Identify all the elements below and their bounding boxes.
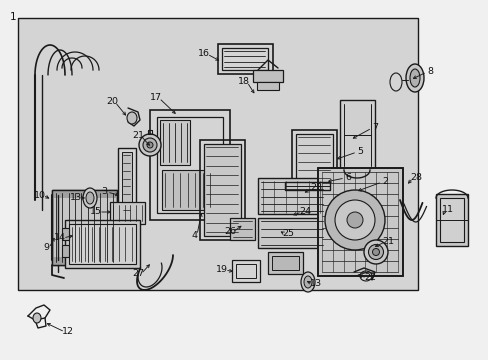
Text: 6: 6 bbox=[345, 174, 350, 183]
Ellipse shape bbox=[405, 64, 423, 92]
Text: 19: 19 bbox=[216, 266, 227, 274]
Bar bbox=[62, 228, 69, 240]
Text: 14: 14 bbox=[54, 234, 66, 243]
Text: 26: 26 bbox=[224, 228, 236, 237]
Bar bbox=[435, 194, 467, 246]
Bar bbox=[439, 198, 463, 242]
Bar bbox=[157, 117, 223, 213]
Bar bbox=[65, 220, 140, 268]
Text: 3: 3 bbox=[101, 188, 107, 197]
Bar bbox=[62, 245, 69, 257]
Bar bbox=[160, 120, 190, 165]
Text: 4: 4 bbox=[191, 230, 197, 239]
Text: 13: 13 bbox=[309, 279, 322, 288]
Text: 24: 24 bbox=[298, 207, 310, 216]
Text: 12: 12 bbox=[62, 328, 74, 337]
Ellipse shape bbox=[127, 112, 137, 124]
Ellipse shape bbox=[372, 248, 379, 256]
Bar bbox=[295, 134, 332, 181]
Ellipse shape bbox=[83, 188, 97, 208]
Text: 17: 17 bbox=[150, 94, 162, 103]
Bar bbox=[271, 256, 298, 270]
Bar bbox=[258, 218, 325, 248]
Ellipse shape bbox=[368, 244, 383, 260]
Bar bbox=[231, 260, 260, 282]
Bar bbox=[339, 100, 374, 170]
Text: 18: 18 bbox=[238, 77, 249, 86]
Text: 8: 8 bbox=[426, 68, 432, 77]
Text: 28: 28 bbox=[409, 174, 421, 183]
Text: 2: 2 bbox=[381, 177, 387, 186]
Text: 7: 7 bbox=[371, 123, 377, 132]
Bar bbox=[267, 252, 303, 274]
Bar bbox=[52, 257, 117, 265]
Text: 11: 11 bbox=[441, 206, 453, 215]
Bar bbox=[203, 144, 241, 236]
Text: 22: 22 bbox=[363, 274, 375, 283]
Ellipse shape bbox=[409, 69, 419, 87]
Text: 10: 10 bbox=[34, 190, 46, 199]
Bar bbox=[52, 190, 117, 265]
Text: 20: 20 bbox=[106, 98, 118, 107]
Bar bbox=[69, 224, 136, 264]
Text: 27: 27 bbox=[132, 270, 143, 279]
Ellipse shape bbox=[86, 192, 94, 204]
Bar bbox=[257, 82, 279, 90]
Circle shape bbox=[346, 212, 362, 228]
Bar bbox=[317, 168, 402, 276]
Ellipse shape bbox=[33, 313, 41, 323]
Ellipse shape bbox=[139, 134, 161, 156]
Bar bbox=[122, 152, 132, 214]
Bar bbox=[258, 178, 325, 214]
Bar bbox=[236, 264, 256, 278]
Ellipse shape bbox=[301, 272, 314, 292]
Text: 16: 16 bbox=[198, 49, 209, 58]
Circle shape bbox=[334, 200, 374, 240]
Bar bbox=[200, 140, 244, 240]
Circle shape bbox=[325, 190, 384, 250]
Text: 13: 13 bbox=[70, 194, 82, 202]
Bar bbox=[291, 130, 336, 185]
Text: 21: 21 bbox=[381, 238, 393, 247]
Ellipse shape bbox=[304, 276, 311, 288]
Text: 25: 25 bbox=[282, 230, 293, 238]
Bar bbox=[222, 48, 267, 70]
Bar bbox=[218, 44, 272, 74]
Ellipse shape bbox=[147, 142, 153, 148]
Bar bbox=[118, 148, 136, 218]
Text: 21: 21 bbox=[132, 131, 143, 140]
Ellipse shape bbox=[363, 240, 387, 264]
Bar bbox=[18, 18, 417, 290]
Bar bbox=[110, 202, 145, 224]
Text: 23: 23 bbox=[309, 184, 322, 193]
Bar bbox=[229, 218, 254, 240]
Text: 5: 5 bbox=[356, 148, 362, 157]
Bar bbox=[162, 170, 214, 210]
Bar bbox=[150, 110, 229, 220]
Text: 9: 9 bbox=[43, 243, 49, 252]
Bar bbox=[252, 70, 283, 82]
Text: 15: 15 bbox=[90, 207, 102, 216]
Ellipse shape bbox=[142, 138, 157, 152]
Text: 1: 1 bbox=[10, 12, 17, 22]
Bar bbox=[52, 190, 117, 198]
Bar bbox=[317, 168, 402, 276]
Bar bbox=[52, 190, 117, 265]
